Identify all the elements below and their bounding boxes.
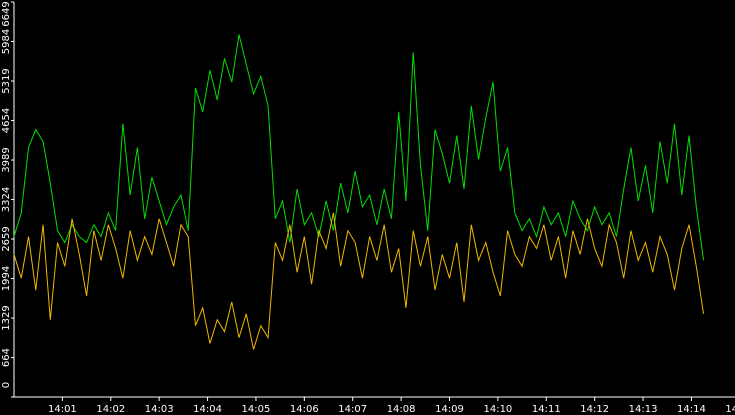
x-tick-label: 14:12 [580,404,609,415]
x-tick-label: 14:05 [242,404,271,415]
x-tick-label: 14:06 [290,404,319,415]
x-tick-label: 14:01 [48,404,77,415]
x-tick-label: 14:03 [145,404,174,415]
series-line [13,212,705,350]
y-tick-label: 3324 [1,187,12,212]
x-tick-label: 14:02 [96,404,125,415]
series-line [13,34,705,261]
y-tick-label: 1329 [1,305,12,330]
y-tick-label: 1994 [1,266,12,291]
x-tick-label: 14:13 [629,404,658,415]
y-tick-label: 2659 [1,226,12,251]
x-tick-label: 14:10 [483,404,512,415]
x-tick-label: 14:11 [532,404,561,415]
x-tick-label: 14:09 [435,404,464,415]
y-tick-label: 5984 [1,29,12,54]
x-tick-label: 14:07 [338,404,367,415]
y-tick-label: 6649 [1,1,12,26]
x-tick-label: 14:04 [193,404,222,415]
x-tick-label: 14:08 [387,404,416,415]
y-tick-label: 4654 [1,108,12,133]
x-tick-label: 14:14 [677,404,706,415]
y-tick-label: 3989 [1,147,12,172]
y-tick-label: 664 [1,348,12,367]
x-tick-label: 14:15 [725,404,735,415]
y-tick-label: 5319 [1,68,12,93]
y-tick-label: 0 [1,382,12,388]
